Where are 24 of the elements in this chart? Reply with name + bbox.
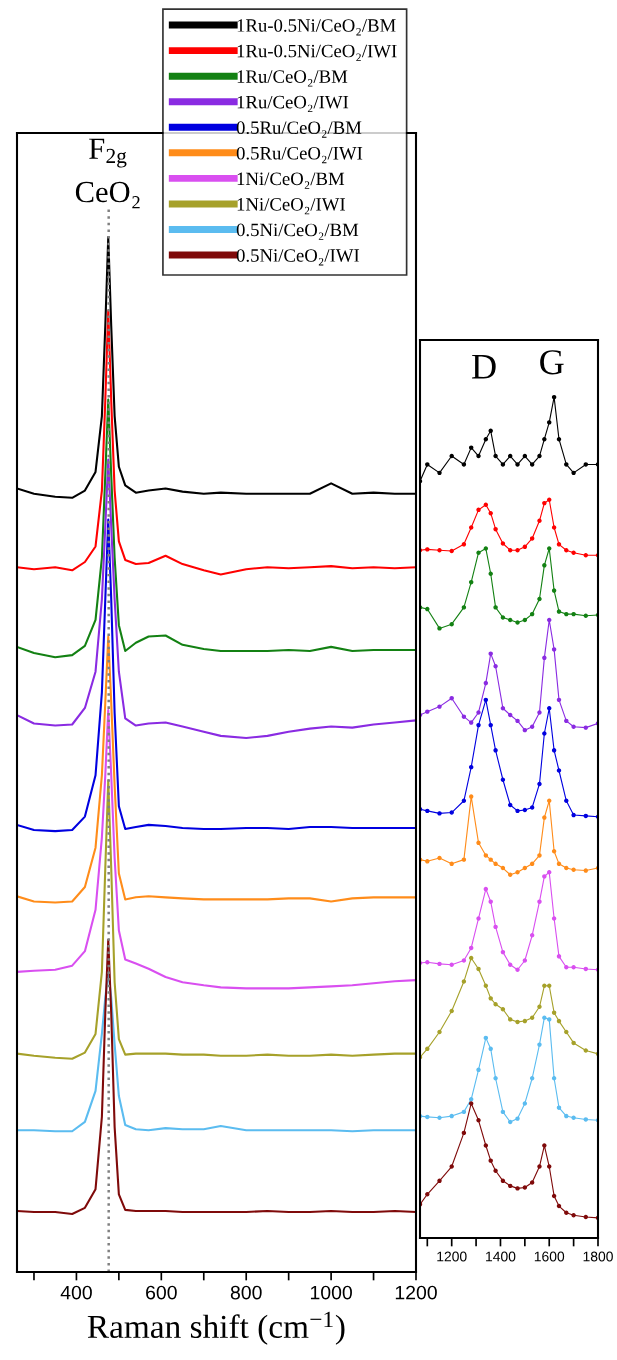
x-tick-label: 600 xyxy=(146,1285,177,1300)
legend-label: 1Ni/CeO₂/IWI xyxy=(237,198,346,215)
legend-label: 1Ru/CeO₂/BM xyxy=(237,70,348,87)
text: G xyxy=(540,350,564,375)
x-tick-label: 1800 xyxy=(583,1251,613,1262)
legend-label: 0.5Ru/CeO₂/IWI xyxy=(236,146,363,164)
legend-label: 0.5Ni/CeO₂/BM xyxy=(236,223,359,240)
x-tick-label: 400 xyxy=(60,1285,92,1300)
legend-label: 1Ru/CeO₂/IWI xyxy=(237,95,349,113)
text: CeO₂ xyxy=(75,181,140,209)
x-tick-label: 1200 xyxy=(437,1251,467,1262)
x-tick-label: 1000 xyxy=(310,1285,352,1300)
legend-label: 0.5Ru/CeO₂/BM xyxy=(236,121,362,138)
text: D xyxy=(472,354,496,379)
x-tick-label: 1200 xyxy=(395,1285,437,1300)
x-tick-label: 800 xyxy=(230,1285,262,1300)
text: F$_{2g}$ xyxy=(89,138,127,168)
x-tick-label: 1600 xyxy=(534,1251,565,1262)
legend-label: 1Ni/CeO₂/BM xyxy=(237,172,345,189)
legend-label: 1Ru-0.5Ni/CeO₂/BM xyxy=(237,19,396,36)
x-axis-title: Raman shift (cm$^{−1}$) xyxy=(87,1311,345,1345)
legend-label: 0.5Ni/CeO₂/IWI xyxy=(236,249,360,266)
x-tick-label: 1400 xyxy=(486,1251,516,1262)
legend-label: 1Ru-0.5Ni/CeO₂/IWI xyxy=(237,44,397,61)
